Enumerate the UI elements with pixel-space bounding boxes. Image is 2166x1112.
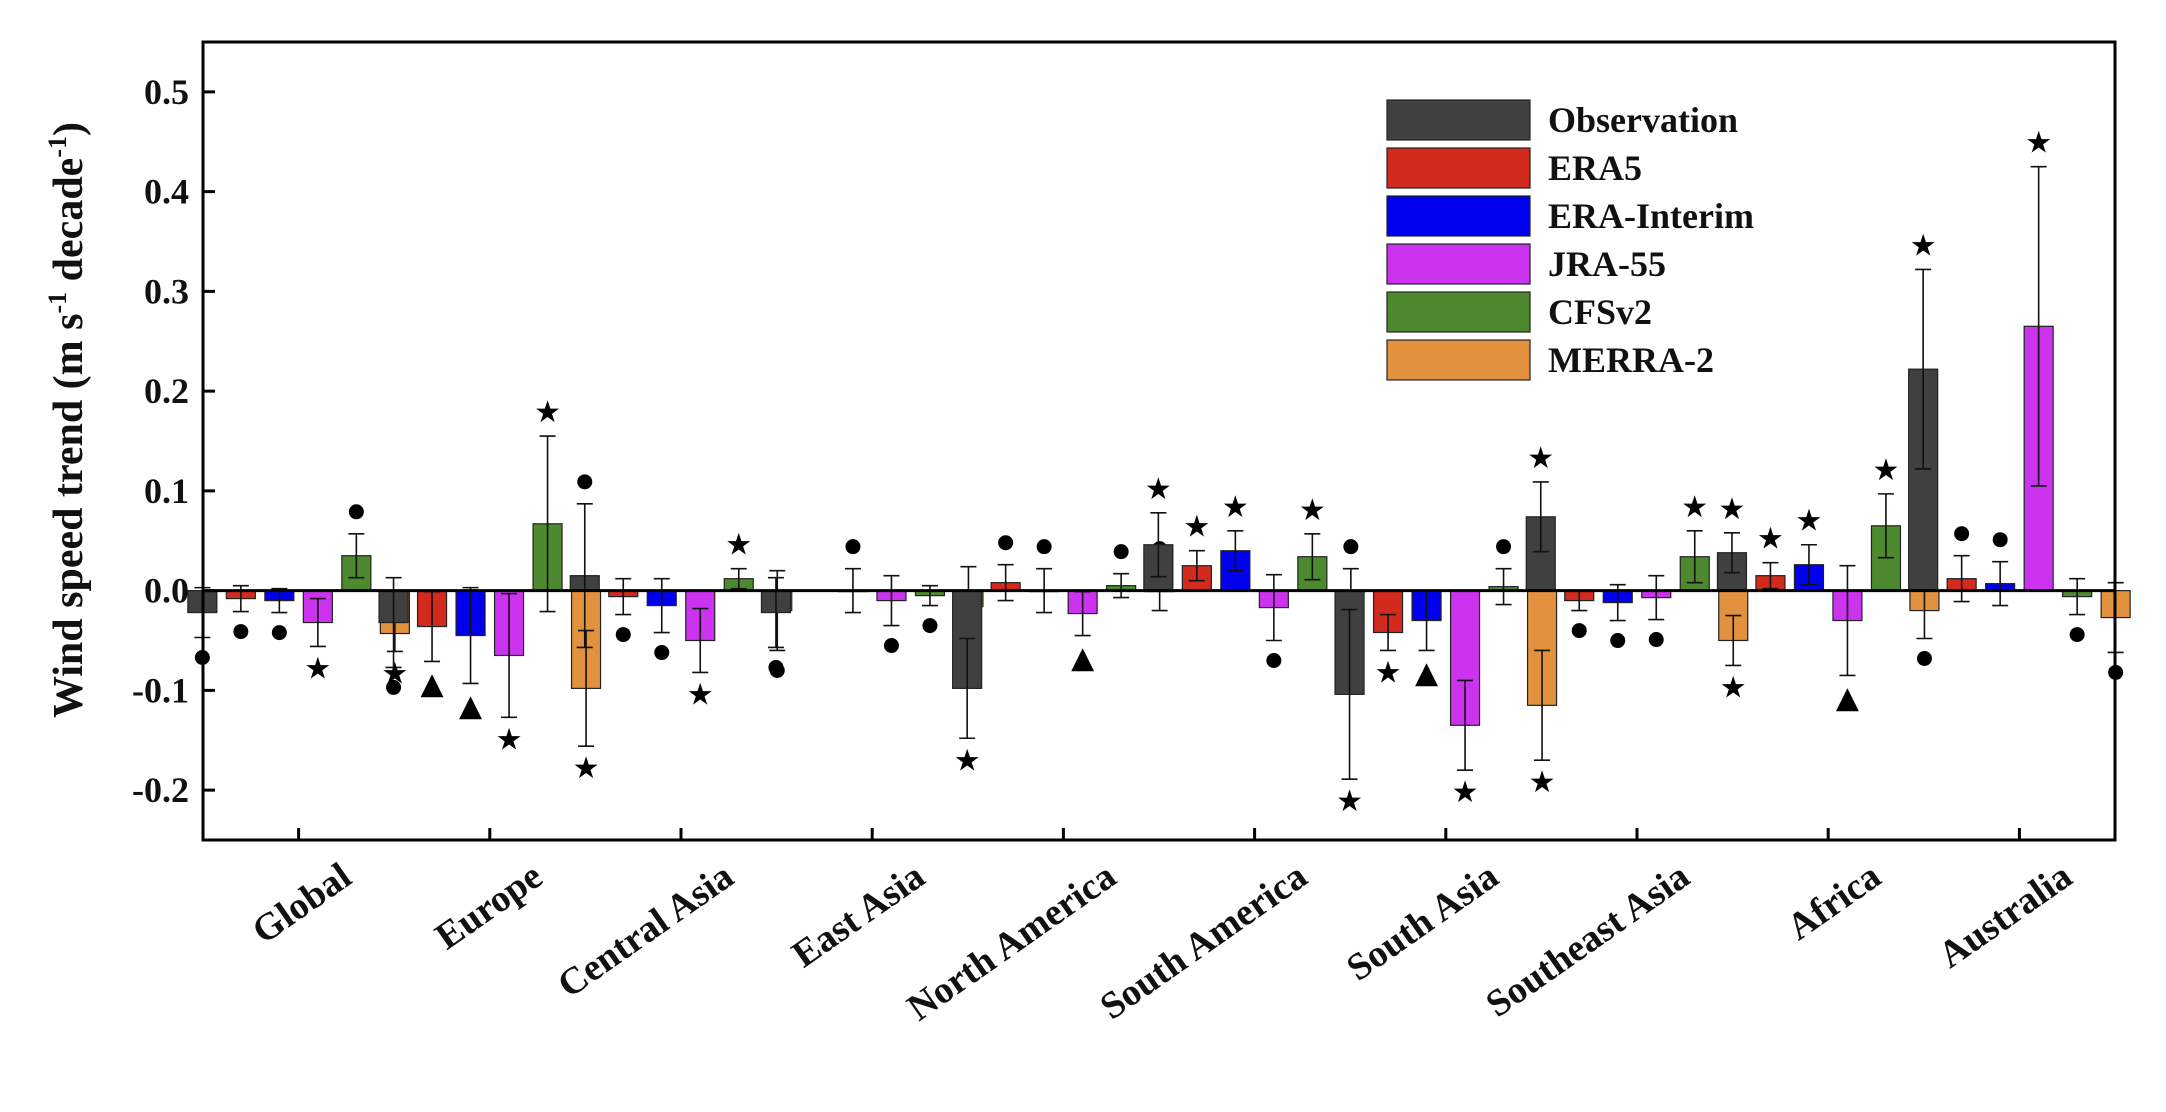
significance-star: ★ <box>496 722 523 757</box>
y-axis-title-mid: decade <box>46 158 92 292</box>
y-tick-label: 0.5 <box>144 72 189 112</box>
significance-dot <box>768 659 784 675</box>
significance-star: ★ <box>304 651 331 686</box>
bars-layer: ★ ★ ▲▲★★★★★★▲★★★ ★★★ ▲★ ★★★★★★★▲★★★ <box>187 126 2131 819</box>
y-tick-label: 0.2 <box>144 371 189 411</box>
significance-dot <box>233 624 249 640</box>
y-axis-title-sup2: -1 <box>43 136 72 158</box>
significance-star: ★ <box>534 395 561 430</box>
significance-dot <box>386 679 402 695</box>
x-tick-label: Africa <box>1780 855 1889 949</box>
significance-star: ★ <box>1222 490 1249 525</box>
significance-triangle: ▲ <box>1836 680 1859 715</box>
y-tick-label: 0.4 <box>144 172 189 212</box>
y-axis-title-sup1: -1 <box>43 292 72 314</box>
significance-dot <box>2069 627 2085 643</box>
significance-star: ★ <box>1183 510 1210 545</box>
y-axis-title: Wind speed trend (m s-1 decade-1) <box>43 122 92 718</box>
x-tick-label: Central Asia <box>550 855 741 1006</box>
y-tick-label: -0.1 <box>132 670 189 710</box>
legend-label: ERA5 <box>1548 148 1642 188</box>
significance-star: ★ <box>725 528 752 563</box>
significance-dot <box>615 627 631 643</box>
legend-swatch <box>1386 291 1531 333</box>
legend-swatch <box>1386 99 1531 141</box>
significance-dot <box>1113 544 1129 560</box>
legend-swatch <box>1386 195 1531 237</box>
x-tick-label: Europe <box>428 855 550 958</box>
significance-dot <box>1036 539 1052 555</box>
y-axis-title-end: ) <box>46 122 92 136</box>
x-tick-label: East Asia <box>785 855 933 976</box>
significance-star: ★ <box>954 743 981 778</box>
significance-triangle: ▲ <box>1071 641 1094 676</box>
significance-star: ★ <box>573 751 600 786</box>
significance-dot <box>1992 532 2008 548</box>
legend-swatch <box>1386 243 1531 285</box>
x-tick-label: Global <box>245 855 359 952</box>
significance-star: ★ <box>2025 126 2052 161</box>
significance-dot <box>998 535 1014 551</box>
significance-star: ★ <box>687 677 714 712</box>
significance-dot <box>845 539 861 555</box>
significance-dot <box>271 625 287 641</box>
significance-dot <box>922 618 938 634</box>
significance-star: ★ <box>1452 775 1479 810</box>
legend-label: ERA-Interim <box>1548 196 1754 236</box>
legend: Observation ERA5 ERA-Interim JRA-55 CFSv2 MER… <box>1386 99 1754 381</box>
significance-dot <box>1343 539 1359 555</box>
legend-label: JRA-55 <box>1548 244 1666 284</box>
significance-dot <box>1954 526 1970 542</box>
significance-dot <box>883 638 899 654</box>
significance-dot <box>654 645 670 661</box>
y-tick-label: -0.2 <box>132 770 189 810</box>
x-tick-label: North America <box>900 855 1124 1029</box>
significance-triangle: ▲ <box>421 666 444 701</box>
significance-dot <box>577 474 593 490</box>
significance-dot <box>1648 632 1664 648</box>
significance-dot <box>1610 633 1626 649</box>
significance-star: ★ <box>1336 784 1363 819</box>
x-tick-label: South America <box>1093 855 1315 1028</box>
significance-star: ★ <box>1527 441 1554 476</box>
significance-star: ★ <box>1145 472 1172 507</box>
significance-star: ★ <box>1375 655 1402 690</box>
x-tick-label: Southeast Asia <box>1478 855 1697 1026</box>
plot-frame <box>201 40 2117 842</box>
legend-label: MERRA-2 <box>1548 340 1714 380</box>
significance-star: ★ <box>1872 453 1899 488</box>
legend-label: Observation <box>1548 100 1738 140</box>
significance-dot <box>1496 539 1512 555</box>
significance-dot <box>348 504 364 520</box>
y-tick-label: 0.3 <box>144 271 189 311</box>
significance-dot <box>1266 653 1282 668</box>
x-tick-label: South Asia <box>1339 855 1506 989</box>
y-axis-title-main: Wind speed trend (m s <box>46 313 92 718</box>
legend-swatch <box>1386 147 1531 189</box>
significance-star: ★ <box>1681 490 1708 525</box>
significance-star: ★ <box>1720 670 1747 705</box>
significance-star: ★ <box>1299 493 1326 528</box>
y-tick-label: 0.1 <box>144 471 189 511</box>
axes-layer: -0.2 -0.1 0.0 0.1 0.2 0.3 0.4 0.5 Global Europe Ce… <box>132 72 2080 1029</box>
significance-dot <box>1571 623 1587 639</box>
legend-label: CFSv2 <box>1548 292 1652 332</box>
significance-star: ★ <box>1718 492 1745 527</box>
legend-swatch <box>1386 339 1531 381</box>
significance-star: ★ <box>1795 504 1822 539</box>
significance-dot <box>1916 651 1932 667</box>
significance-triangle: ▲ <box>459 688 482 723</box>
x-tick-label: Australia <box>1931 855 2080 977</box>
significance-star: ★ <box>1910 228 1937 263</box>
significance-star: ★ <box>1529 765 1556 800</box>
significance-star: ★ <box>1757 522 1784 557</box>
significance-triangle: ▲ <box>1415 655 1438 690</box>
y-tick-label: 0.0 <box>144 571 189 611</box>
